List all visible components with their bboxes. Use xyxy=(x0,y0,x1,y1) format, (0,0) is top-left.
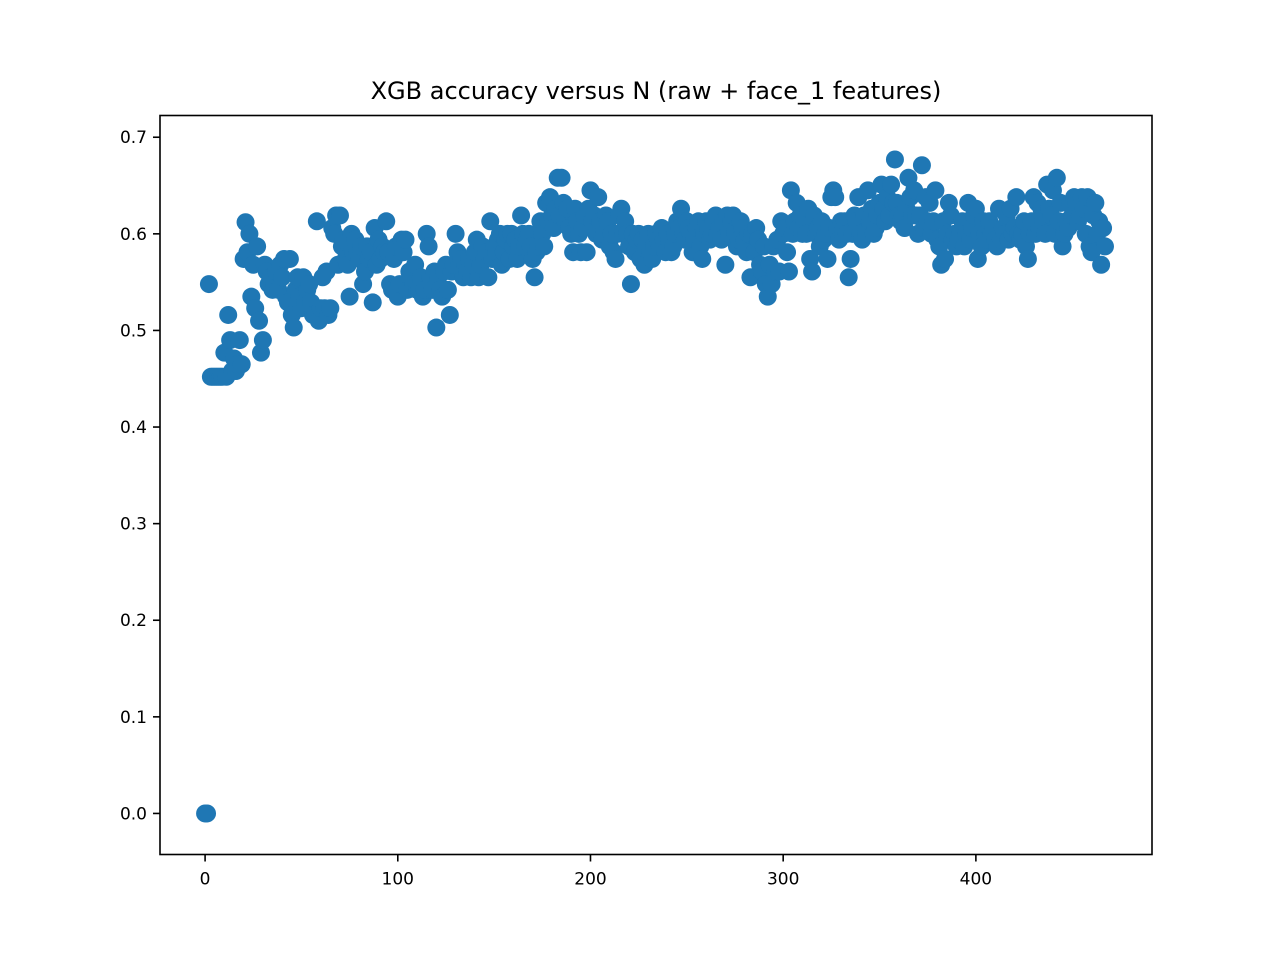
scatter-point xyxy=(912,156,931,175)
scatter-point xyxy=(427,318,446,337)
scatter-point xyxy=(230,331,249,350)
scatter-point xyxy=(926,181,945,200)
chart-title: XGB accuracy versus N (raw + face_1 feat… xyxy=(371,77,942,105)
scatter-point xyxy=(577,243,596,262)
scatter-point xyxy=(1007,188,1026,207)
scatter-point xyxy=(280,249,299,268)
scatter-point xyxy=(440,305,459,324)
scatter-point xyxy=(377,212,396,231)
scatter-point xyxy=(779,262,798,281)
scatter-point xyxy=(307,212,326,231)
scatter-point xyxy=(396,230,415,249)
scatter-point xyxy=(1047,168,1066,187)
axes-layer: 0 100 200 300 400 0.0 0.1 0.2 0.3 0.4 0.5 0.6 0.7 xyxy=(120,128,992,889)
scatter-point xyxy=(446,224,465,243)
scatter-point xyxy=(589,188,608,207)
scatter-point xyxy=(248,237,267,256)
y-tick-label: 0.7 xyxy=(120,128,147,148)
x-tick-label: 100 xyxy=(382,870,414,890)
y-tick-label: 0.2 xyxy=(120,611,147,631)
scatter-point xyxy=(199,275,218,294)
x-tick-label: 400 xyxy=(960,870,992,890)
scatter-point xyxy=(525,268,544,287)
scatter-point xyxy=(481,212,500,231)
scatter-point xyxy=(858,181,877,200)
scatter-point xyxy=(253,331,272,350)
scatter-point xyxy=(479,268,498,287)
scatter-point xyxy=(885,150,904,169)
scatter-point xyxy=(693,249,712,268)
scatter-point xyxy=(839,268,858,287)
scatter-point xyxy=(818,249,837,268)
scatter-point xyxy=(882,175,901,194)
scatter-point xyxy=(321,299,340,318)
x-tick-label: 200 xyxy=(574,870,606,890)
y-tick-label: 0.3 xyxy=(120,515,147,535)
scatter-point xyxy=(330,206,349,225)
scatter-point xyxy=(1095,237,1114,256)
y-tick-label: 0.6 xyxy=(120,225,147,245)
scatter-point xyxy=(621,275,640,294)
scatter-point xyxy=(198,804,217,823)
scatter-point xyxy=(716,255,735,274)
scatter-point xyxy=(826,188,845,207)
scatter-point xyxy=(778,243,797,262)
scatter-point xyxy=(552,168,571,187)
y-tick-label: 0.0 xyxy=(120,804,147,824)
scatter-point xyxy=(363,293,382,312)
y-tick-label: 0.5 xyxy=(120,321,147,341)
scatter-point xyxy=(232,355,251,374)
scatter-point xyxy=(250,311,269,330)
scatter-point xyxy=(1086,193,1105,212)
scatter-point xyxy=(606,249,625,268)
x-tick-label: 0 xyxy=(200,870,211,890)
x-tick-label: 300 xyxy=(767,870,799,890)
scatter-point xyxy=(803,262,822,281)
scatter-point xyxy=(219,305,238,324)
scatter-point xyxy=(273,268,292,287)
scatter-point xyxy=(284,318,303,337)
scatter-point xyxy=(936,249,955,268)
scatter-point xyxy=(300,275,319,294)
points-layer xyxy=(196,150,1114,823)
scatter-point xyxy=(512,206,531,225)
scatter-point xyxy=(1018,249,1037,268)
scatter-point xyxy=(841,249,860,268)
scatter-point xyxy=(535,237,554,256)
scatter-point xyxy=(340,287,359,306)
scatter-point xyxy=(1082,243,1101,262)
scatter-point xyxy=(419,237,438,256)
y-tick-label: 0.1 xyxy=(120,708,147,728)
plot-frame xyxy=(159,114,1153,856)
y-tick-label: 0.4 xyxy=(120,418,147,438)
scatter-point xyxy=(438,280,457,299)
scatter-point xyxy=(1094,219,1113,238)
scatter-point xyxy=(1092,255,1111,274)
